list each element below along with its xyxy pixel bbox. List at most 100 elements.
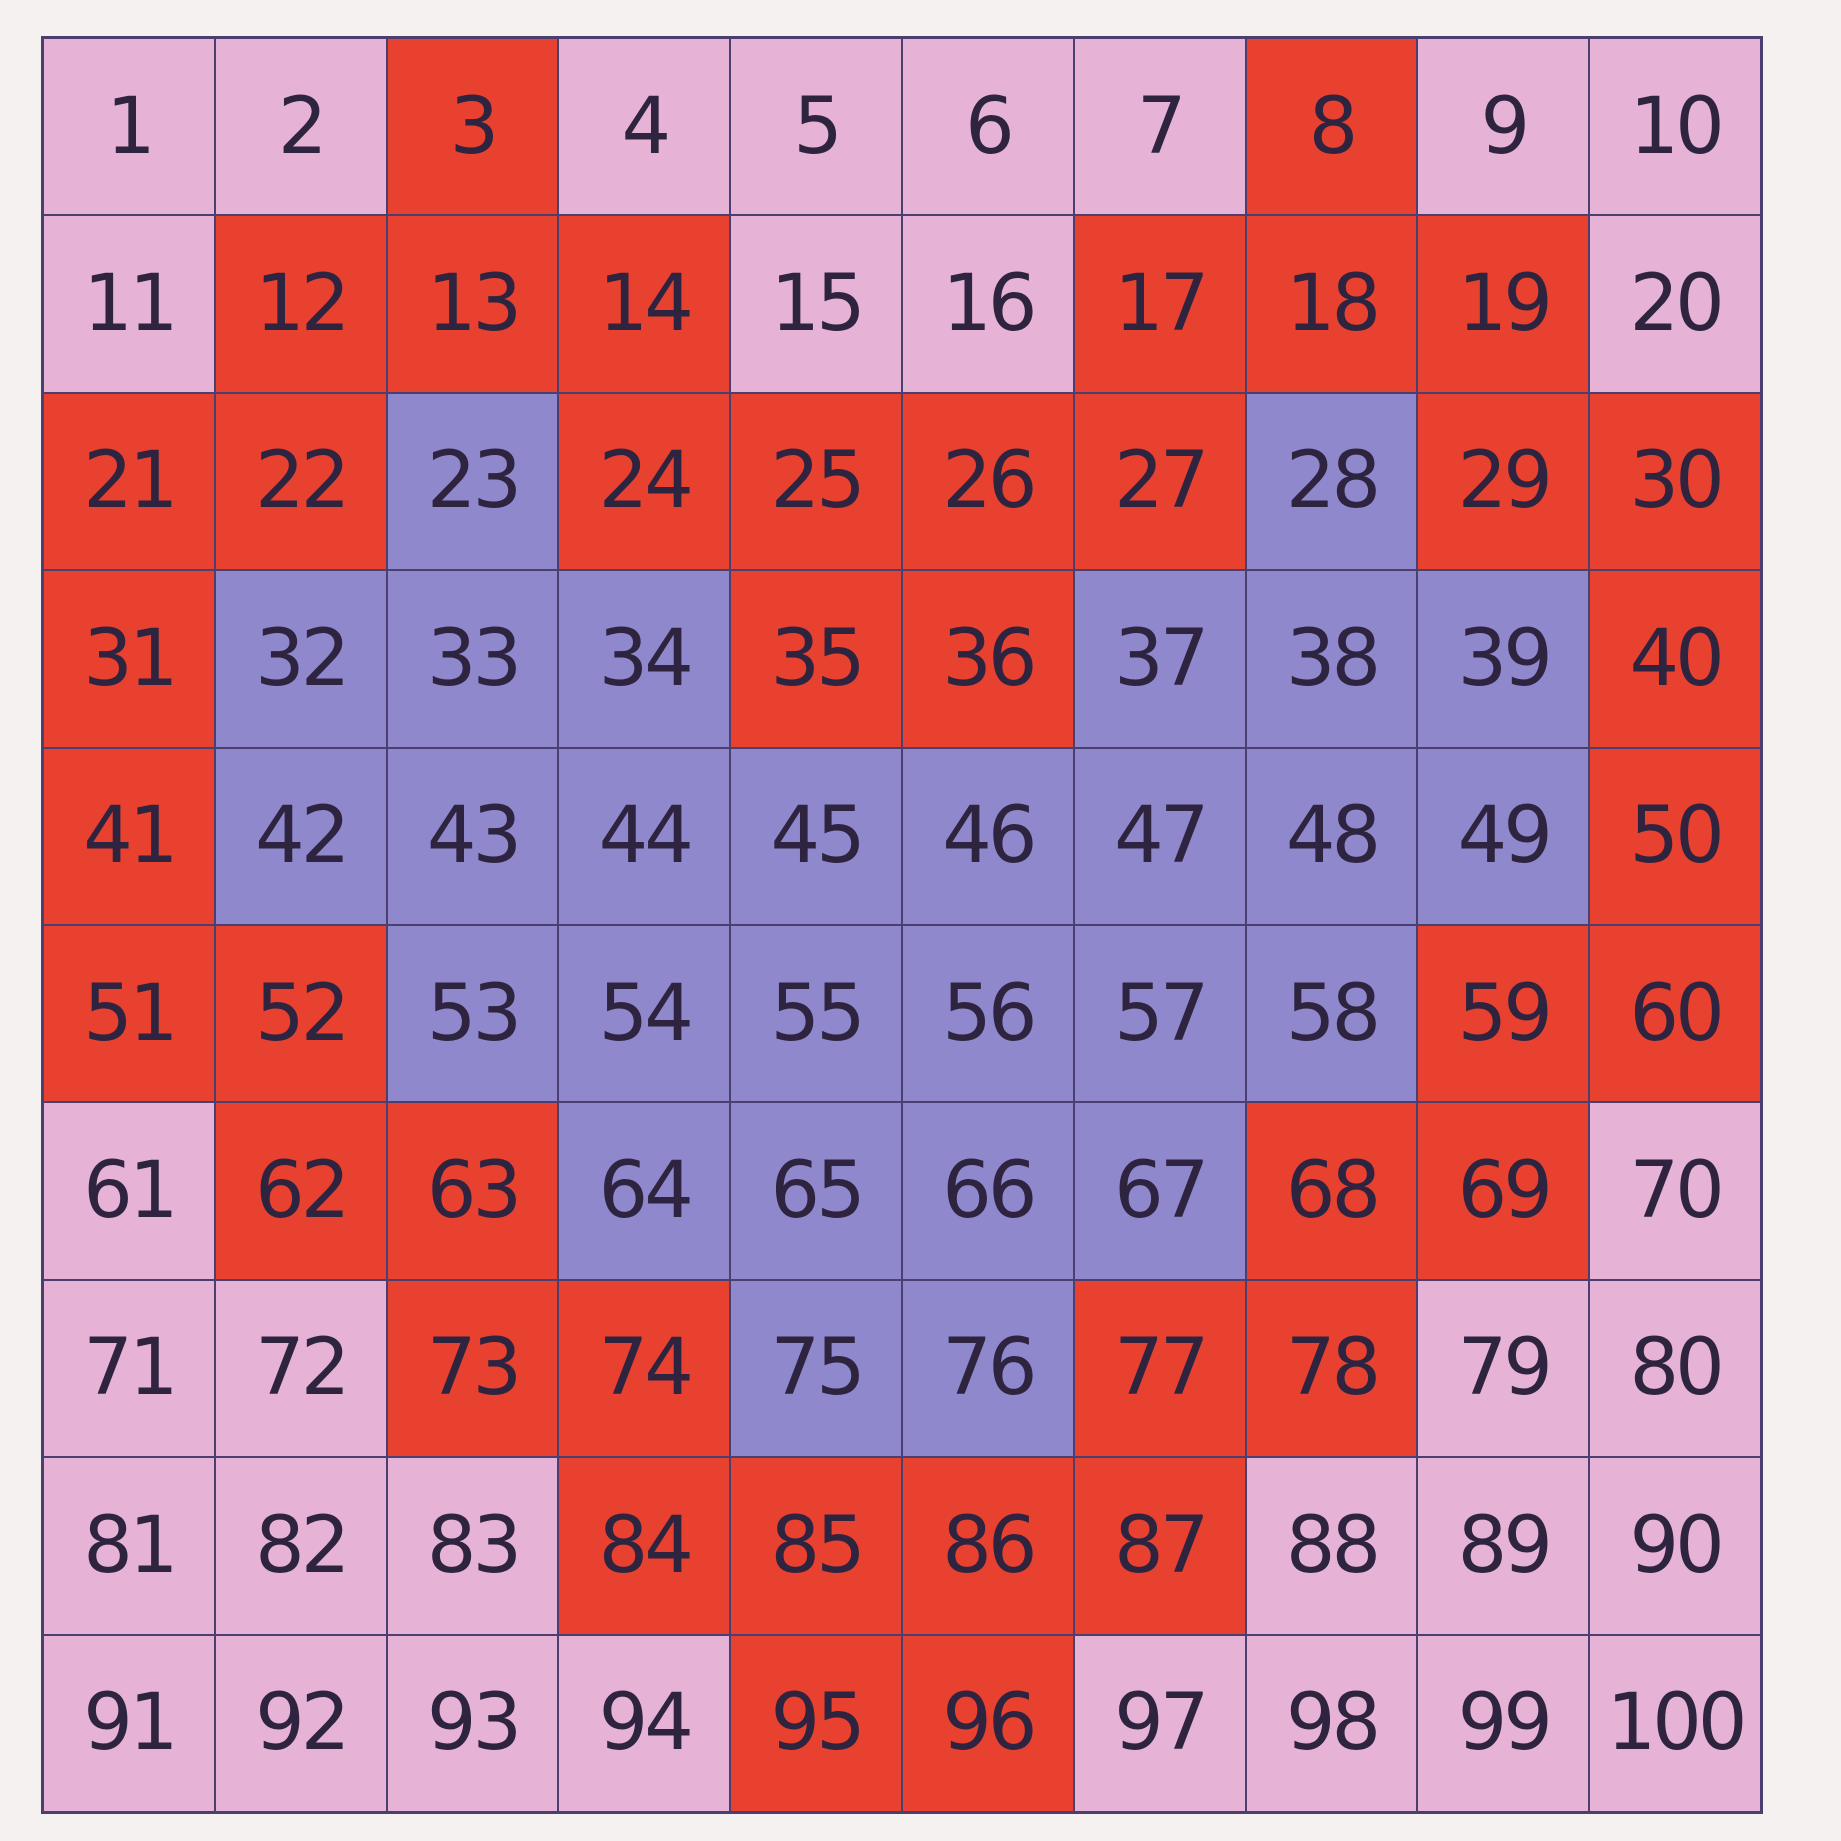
grid-cell-79: 79 <box>1417 1279 1590 1458</box>
grid-cell-50: 50 <box>1589 747 1761 925</box>
grid-cell-86: 86 <box>902 1457 1074 1635</box>
grid-cell-11: 11 <box>43 215 215 393</box>
grid-cell-53: 53 <box>386 924 559 1103</box>
grid-cell-80: 80 <box>1589 1279 1761 1458</box>
grid-cell-75: 75 <box>730 1279 902 1458</box>
grid-cell-7: 7 <box>1073 38 1246 216</box>
grid-cell-46: 46 <box>902 747 1074 925</box>
grid-cell-56: 56 <box>902 924 1074 1103</box>
grid-cell-27: 27 <box>1073 392 1246 571</box>
grid-cell-42: 42 <box>214 747 387 925</box>
grid-cell-51: 51 <box>43 924 215 1103</box>
grid-cell-95: 95 <box>730 1634 902 1812</box>
grid-cell-66: 66 <box>902 1102 1074 1280</box>
grid-cell-37: 37 <box>1073 570 1246 748</box>
grid-cell-81: 81 <box>43 1457 215 1635</box>
grid-cell-36: 36 <box>902 570 1074 748</box>
grid-cell-89: 89 <box>1417 1457 1590 1635</box>
grid-cell-45: 45 <box>730 747 902 925</box>
grid-cell-55: 55 <box>730 924 902 1103</box>
grid-cell-85: 85 <box>730 1457 902 1635</box>
grid-cell-25: 25 <box>730 392 902 571</box>
grid-cell-59: 59 <box>1417 924 1590 1103</box>
grid-cell-98: 98 <box>1245 1634 1418 1812</box>
grid-cell-70: 70 <box>1589 1102 1761 1280</box>
grid-cell-93: 93 <box>386 1634 559 1812</box>
grid-cell-60: 60 <box>1589 924 1761 1103</box>
grid-cell-3: 3 <box>386 38 559 216</box>
grid-cell-49: 49 <box>1417 747 1590 925</box>
grid-cell-82: 82 <box>214 1457 387 1635</box>
grid-cell-19: 19 <box>1417 215 1590 393</box>
grid-cell-78: 78 <box>1245 1279 1418 1458</box>
grid-cell-77: 77 <box>1073 1279 1246 1458</box>
grid-cell-97: 97 <box>1073 1634 1246 1812</box>
grid-cell-58: 58 <box>1245 924 1418 1103</box>
grid-cell-84: 84 <box>558 1457 731 1635</box>
grid-cell-90: 90 <box>1589 1457 1761 1635</box>
grid-cell-47: 47 <box>1073 747 1246 925</box>
grid-cell-29: 29 <box>1417 392 1590 571</box>
hundreds-chart-grid: 1 2 3 4 5 6 7 8 9 10 11 12 13 14 15 16 17 18 19 20 21 22 23 24 2… <box>41 36 1763 1814</box>
grid-cell-20: 20 <box>1589 215 1761 393</box>
grid-cell-100: 100 <box>1589 1634 1761 1812</box>
grid-cell-23: 23 <box>386 392 559 571</box>
grid-cell-6: 6 <box>902 38 1074 216</box>
grid-cell-33: 33 <box>386 570 559 748</box>
grid-cell-91: 91 <box>43 1634 215 1812</box>
grid-cell-18: 18 <box>1245 215 1418 393</box>
grid-cell-74: 74 <box>558 1279 731 1458</box>
grid-cell-1: 1 <box>43 38 215 216</box>
grid-cell-35: 35 <box>730 570 902 748</box>
grid-cell-67: 67 <box>1073 1102 1246 1280</box>
grid-cell-9: 9 <box>1417 38 1590 216</box>
grid-cell-5: 5 <box>730 38 902 216</box>
grid-cell-34: 34 <box>558 570 731 748</box>
grid-cell-43: 43 <box>386 747 559 925</box>
grid-cell-62: 62 <box>214 1102 387 1280</box>
grid-cell-26: 26 <box>902 392 1074 571</box>
grid-cell-68: 68 <box>1245 1102 1418 1280</box>
grid-cell-31: 31 <box>43 570 215 748</box>
grid-cell-12: 12 <box>214 215 387 393</box>
grid-cell-15: 15 <box>730 215 902 393</box>
grid-cell-2: 2 <box>214 38 387 216</box>
grid-cell-73: 73 <box>386 1279 559 1458</box>
grid-cell-54: 54 <box>558 924 731 1103</box>
grid-cell-24: 24 <box>558 392 731 571</box>
grid-cell-94: 94 <box>558 1634 731 1812</box>
grid-cell-17: 17 <box>1073 215 1246 393</box>
grid-cell-52: 52 <box>214 924 387 1103</box>
grid-cell-4: 4 <box>558 38 731 216</box>
grid-cell-30: 30 <box>1589 392 1761 571</box>
grid-cell-88: 88 <box>1245 1457 1418 1635</box>
grid-cell-48: 48 <box>1245 747 1418 925</box>
grid-cell-22: 22 <box>214 392 387 571</box>
grid-cell-99: 99 <box>1417 1634 1590 1812</box>
grid-cell-61: 61 <box>43 1102 215 1280</box>
grid-cell-16: 16 <box>902 215 1074 393</box>
grid-cell-87: 87 <box>1073 1457 1246 1635</box>
grid-cell-71: 71 <box>43 1279 215 1458</box>
grid-cell-92: 92 <box>214 1634 387 1812</box>
grid-cell-38: 38 <box>1245 570 1418 748</box>
grid-cell-64: 64 <box>558 1102 731 1280</box>
grid-cell-14: 14 <box>558 215 731 393</box>
grid-cell-10: 10 <box>1589 38 1761 216</box>
grid-cell-39: 39 <box>1417 570 1590 748</box>
grid-cell-21: 21 <box>43 392 215 571</box>
grid-cell-8: 8 <box>1245 38 1418 216</box>
grid-cell-44: 44 <box>558 747 731 925</box>
grid-cell-65: 65 <box>730 1102 902 1280</box>
grid-cell-72: 72 <box>214 1279 387 1458</box>
grid-cell-28: 28 <box>1245 392 1418 571</box>
grid-cell-32: 32 <box>214 570 387 748</box>
grid-cell-41: 41 <box>43 747 215 925</box>
grid-cell-69: 69 <box>1417 1102 1590 1280</box>
grid-cell-96: 96 <box>902 1634 1074 1812</box>
grid-cell-40: 40 <box>1589 570 1761 748</box>
grid-cell-76: 76 <box>902 1279 1074 1458</box>
grid-cell-13: 13 <box>386 215 559 393</box>
grid-cell-83: 83 <box>386 1457 559 1635</box>
grid-cell-57: 57 <box>1073 924 1246 1103</box>
